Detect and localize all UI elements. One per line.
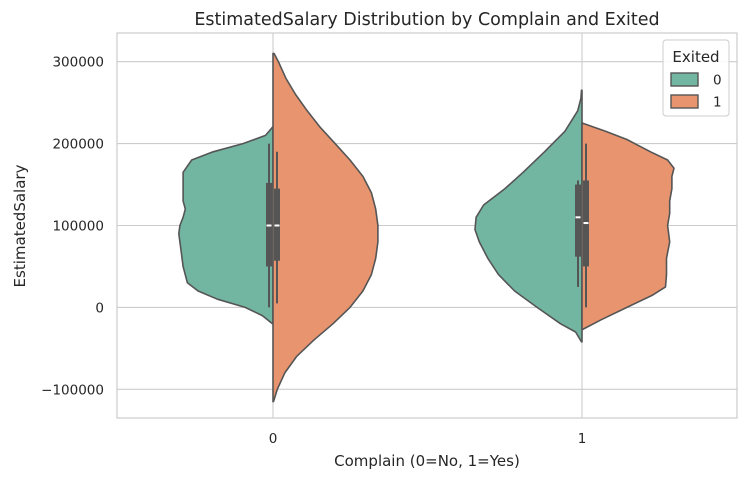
violin-half-exited-1-complain-1: [581, 122, 675, 331]
y-tick-label: −100000: [41, 382, 104, 398]
violin-half-exited-1-complain-0: [272, 52, 379, 403]
x-tick-label: 1: [578, 431, 587, 447]
legend: Exited 0 1: [662, 39, 730, 117]
y-axis-label: EstimatedSalary: [11, 164, 29, 287]
y-tick-labels: −100000 0 100000 200000 300000: [41, 55, 104, 399]
iqr-box-exited-0-complain-1: [575, 184, 581, 257]
legend-swatch-1: [670, 94, 699, 109]
legend-label-0: 0: [713, 73, 722, 89]
y-tick-label: 200000: [52, 137, 104, 153]
legend-swatch-0: [670, 72, 699, 87]
chart-title: EstimatedSalary Distribution by Complain…: [194, 10, 659, 30]
y-tick-label: 300000: [52, 55, 104, 71]
x-tick-label: 0: [269, 431, 278, 447]
y-tick-label: 100000: [52, 219, 104, 235]
plot-frame: [116, 32, 738, 419]
x-axis-label: Complain (0=No, 1=Yes): [334, 452, 520, 470]
inner-boxes: [266, 143, 589, 308]
violins: [178, 52, 675, 403]
violin-half-exited-0-complain-0: [178, 126, 274, 325]
legend-label-1: 1: [713, 95, 722, 111]
y-tick-label: 0: [95, 300, 104, 316]
violin-half-exited-0-complain-1: [474, 89, 583, 343]
legend-title: Exited: [672, 48, 719, 66]
